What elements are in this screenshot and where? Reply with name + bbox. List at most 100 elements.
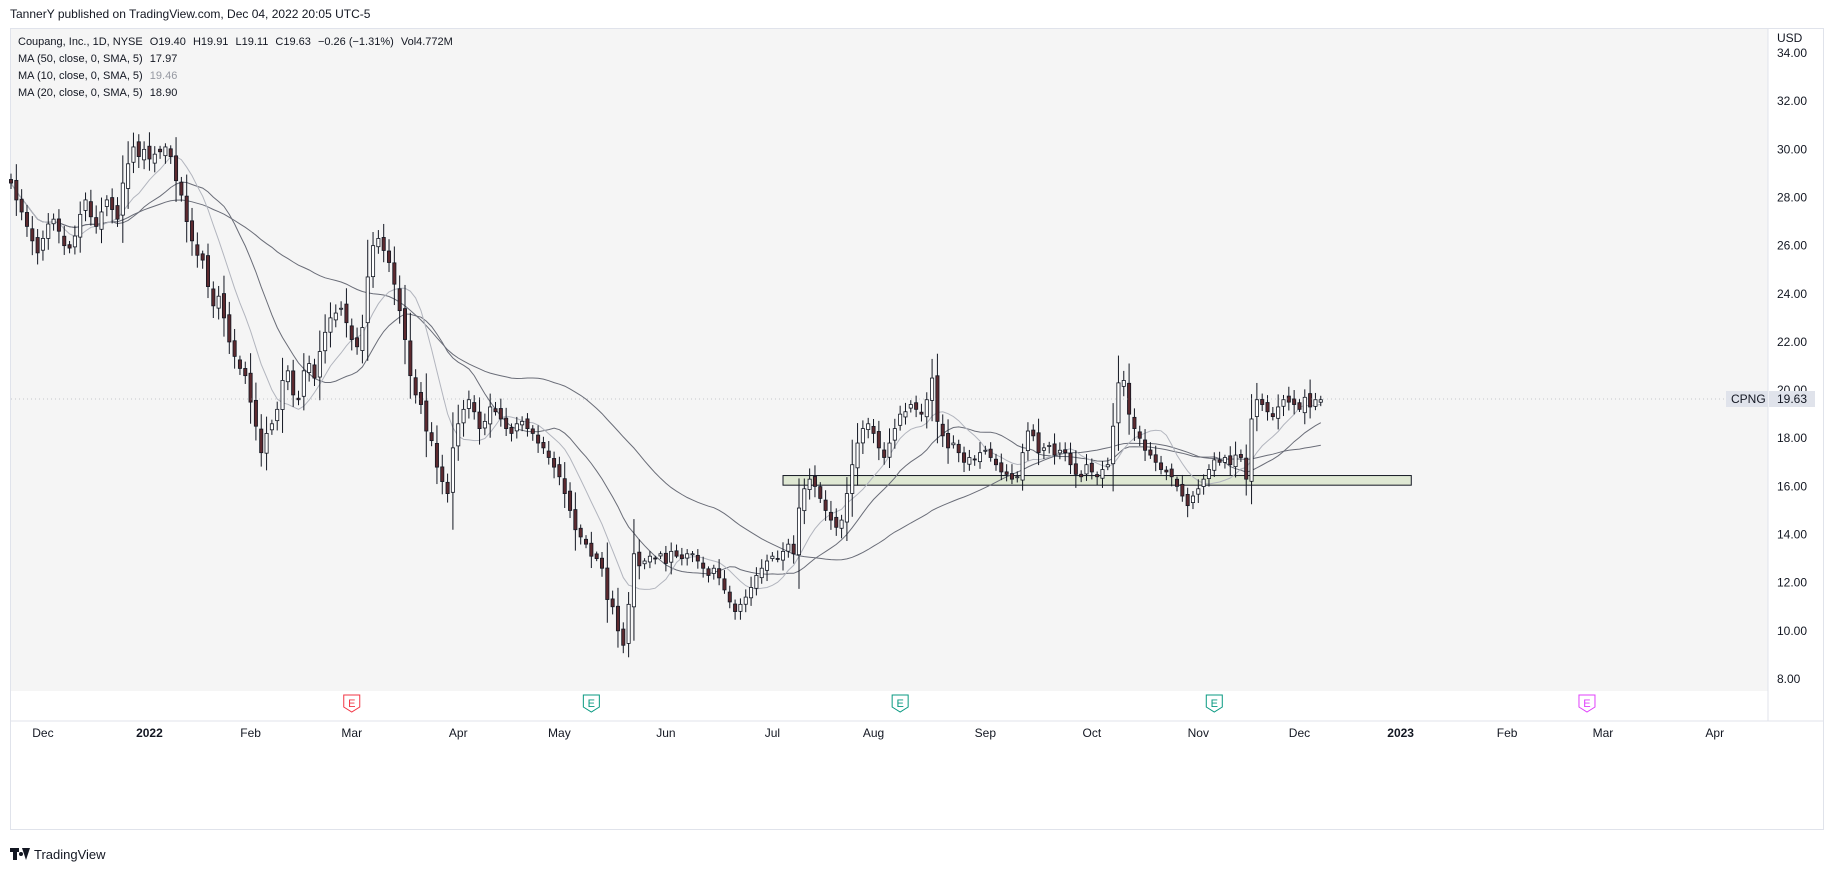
candle-body (781, 550, 786, 561)
candle-body (695, 554, 700, 562)
candle-body (1100, 469, 1105, 479)
candle (919, 403, 924, 422)
candle-body (594, 553, 599, 560)
candle (802, 478, 807, 525)
candle-body (1068, 452, 1073, 466)
legend-ma20-value: 18.90 (149, 87, 178, 99)
candle-body (211, 288, 216, 307)
candle (759, 559, 764, 584)
candle-body (828, 511, 833, 521)
candle (78, 201, 83, 253)
legend-ma20[interactable]: MA (20, close, 0, SMA, 5) 18.90 (18, 85, 457, 102)
published-header: TannerY published on TradingView.com, De… (0, 0, 1834, 28)
candle-body (727, 591, 732, 603)
candle (333, 304, 338, 328)
candle (466, 390, 471, 419)
candle-body (163, 146, 168, 157)
candle (647, 551, 652, 569)
candle-body (844, 493, 849, 523)
candle (946, 419, 951, 464)
candle-body (301, 370, 306, 397)
candle-body (706, 568, 711, 576)
candle (914, 395, 919, 418)
candle (1047, 441, 1052, 454)
earnings-marker[interactable]: E (1205, 694, 1223, 713)
candle-body (482, 420, 487, 429)
candle-body (232, 340, 237, 357)
candle (1206, 464, 1211, 487)
candle-body (568, 490, 573, 511)
earnings-marker[interactable]: E (582, 694, 600, 713)
candle-body (765, 560, 770, 571)
earnings-marker-label: E (1583, 698, 1590, 710)
candle (749, 576, 754, 606)
candle (136, 134, 141, 169)
candle-body (733, 603, 738, 612)
candle (104, 195, 109, 217)
candle-body (1212, 459, 1217, 471)
candle-body (504, 417, 509, 430)
candle (924, 392, 929, 429)
candle (637, 539, 642, 580)
symbol-tag-bg (1726, 390, 1768, 407)
candle (610, 590, 615, 615)
candle (445, 473, 450, 503)
candle-body (1281, 399, 1286, 407)
candle-body (152, 153, 157, 164)
candle-body (216, 295, 221, 309)
candle (120, 155, 125, 243)
candle-body (599, 557, 604, 569)
candle-body (951, 442, 956, 446)
candle-body (323, 331, 328, 352)
candle (855, 423, 860, 486)
footer-branding[interactable]: TradingView (10, 842, 106, 866)
earnings-marker-label: E (1211, 698, 1218, 710)
candle-body (35, 237, 40, 254)
candle (626, 592, 631, 658)
earnings-marker[interactable]: E (1578, 694, 1596, 713)
candle-body (472, 402, 477, 413)
candle (1244, 444, 1249, 496)
candle-body (669, 550, 674, 563)
candle (658, 551, 663, 560)
candle-body (67, 244, 72, 249)
candle (663, 545, 668, 572)
candle (509, 423, 514, 442)
legend-high: H19.91 (192, 36, 229, 48)
candle (1297, 398, 1302, 412)
earnings-marker[interactable]: E (343, 694, 361, 713)
candle-body (387, 250, 392, 263)
candle-body (307, 363, 312, 373)
candle (536, 425, 541, 453)
candle-body (584, 538, 589, 545)
legend-ma50[interactable]: MA (50, close, 0, SMA, 5) 17.97 (18, 51, 457, 68)
candle-body (605, 567, 610, 600)
candle (706, 566, 711, 583)
candle-body (1313, 399, 1318, 407)
candle (1073, 450, 1078, 488)
candle (993, 453, 998, 471)
candle (434, 425, 439, 485)
candle (158, 145, 163, 159)
candle-body (717, 568, 722, 579)
candle (1100, 460, 1105, 488)
legend-ma10[interactable]: MA (10, close, 0, SMA, 5) 19.46 (18, 68, 457, 85)
candle-body (940, 423, 945, 437)
candle-body (1308, 393, 1313, 408)
x-tick-label: Oct (1082, 726, 1101, 740)
candle-body (1201, 478, 1206, 487)
candle (482, 413, 487, 436)
candle (1249, 394, 1254, 505)
earnings-marker-shape (343, 694, 361, 713)
earnings-marker[interactable]: E (891, 694, 909, 713)
candle-body (546, 450, 551, 458)
candle (1095, 471, 1100, 486)
price-chart[interactable]: 34.0032.0030.0028.0026.0024.0022.0020.00… (0, 28, 1834, 838)
candle (834, 508, 839, 536)
candle-body (205, 255, 210, 287)
x-tick-label: 2022 (136, 726, 163, 740)
candle-body (466, 399, 471, 409)
candle-body (743, 596, 748, 605)
candle-body (477, 411, 482, 430)
candle (962, 446, 967, 473)
